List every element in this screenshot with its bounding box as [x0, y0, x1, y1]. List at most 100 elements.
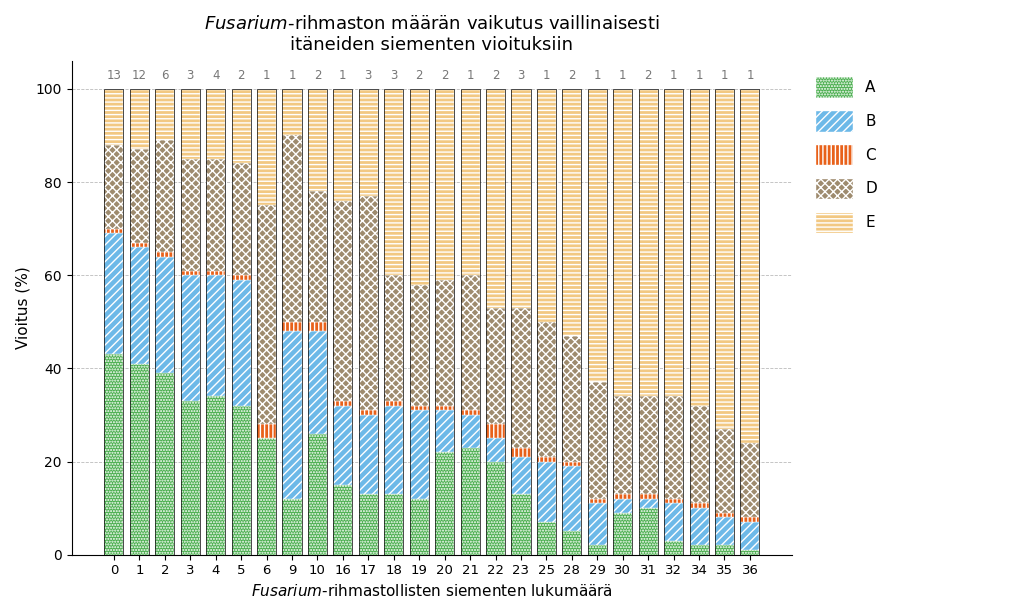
Bar: [690, 545, 709, 554]
Bar: [359, 410, 377, 415]
Bar: [435, 410, 454, 453]
Legend: A, B, C, D, E: A, B, C, D, E: [807, 69, 885, 241]
Bar: [435, 280, 454, 406]
Bar: [563, 466, 581, 532]
Text: 2: 2: [441, 69, 448, 82]
Bar: [409, 499, 429, 554]
Bar: [664, 503, 683, 541]
Bar: [282, 136, 302, 322]
Bar: [460, 89, 480, 554]
Bar: [664, 89, 683, 554]
Bar: [588, 545, 607, 554]
Bar: [563, 89, 581, 554]
Bar: [155, 257, 174, 373]
Bar: [435, 89, 454, 554]
Bar: [155, 373, 174, 554]
Bar: [638, 499, 658, 508]
Bar: [409, 284, 429, 406]
Bar: [155, 89, 174, 140]
Bar: [409, 89, 429, 284]
Bar: [257, 438, 276, 554]
Text: 1: 1: [721, 69, 728, 82]
Text: 1: 1: [340, 69, 347, 82]
Bar: [282, 499, 302, 554]
Bar: [181, 89, 199, 554]
Bar: [130, 243, 149, 247]
Text: 12: 12: [132, 69, 147, 82]
Bar: [231, 406, 251, 554]
Bar: [231, 275, 251, 280]
Bar: [690, 503, 709, 508]
Bar: [486, 462, 505, 554]
Bar: [181, 401, 199, 554]
Bar: [486, 424, 505, 438]
Bar: [435, 453, 454, 554]
Bar: [308, 331, 327, 433]
Text: 6: 6: [161, 69, 169, 82]
Text: 2: 2: [644, 69, 652, 82]
Bar: [435, 89, 454, 280]
Bar: [409, 410, 429, 499]
Text: 2: 2: [492, 69, 499, 82]
Bar: [690, 89, 709, 406]
Bar: [130, 363, 149, 554]
Bar: [104, 145, 124, 228]
Bar: [715, 545, 735, 554]
Bar: [257, 424, 276, 438]
Bar: [282, 89, 302, 554]
Bar: [741, 89, 759, 443]
Text: 2: 2: [314, 69, 321, 82]
Bar: [207, 271, 225, 275]
Text: 2: 2: [237, 69, 244, 82]
Bar: [181, 275, 199, 401]
Text: 3: 3: [390, 69, 398, 82]
Bar: [181, 159, 199, 271]
Bar: [512, 494, 531, 554]
Bar: [512, 89, 531, 308]
Bar: [104, 228, 124, 233]
X-axis label: $\it{Fusarium}$-rihmastollisten siementen lukumäärä: $\it{Fusarium}$-rihmastollisten siemente…: [251, 583, 613, 599]
Bar: [741, 518, 759, 522]
Bar: [385, 89, 403, 554]
Bar: [435, 406, 454, 410]
Text: 2: 2: [568, 69, 576, 82]
Bar: [104, 89, 124, 145]
Bar: [207, 396, 225, 554]
Bar: [588, 89, 607, 554]
Text: 1: 1: [746, 69, 754, 82]
Bar: [741, 550, 759, 554]
Bar: [130, 247, 149, 363]
Bar: [257, 205, 276, 424]
Text: 1: 1: [619, 69, 626, 82]
Bar: [385, 494, 403, 554]
Text: 3: 3: [364, 69, 372, 82]
Bar: [333, 89, 353, 554]
Bar: [460, 448, 480, 554]
Bar: [537, 322, 555, 457]
Bar: [537, 462, 555, 522]
Bar: [512, 89, 531, 554]
Bar: [460, 89, 480, 275]
Bar: [563, 336, 581, 462]
Text: 3: 3: [518, 69, 525, 82]
Bar: [537, 89, 555, 322]
Bar: [537, 522, 555, 554]
Bar: [664, 89, 683, 396]
Bar: [512, 457, 531, 494]
Bar: [613, 494, 632, 499]
Bar: [385, 401, 403, 406]
Bar: [460, 415, 480, 448]
Bar: [385, 89, 403, 275]
Text: 1: 1: [593, 69, 602, 82]
Bar: [282, 331, 302, 499]
Bar: [333, 485, 353, 554]
Bar: [715, 429, 735, 513]
Bar: [638, 89, 658, 396]
Text: 2: 2: [415, 69, 422, 82]
Bar: [588, 503, 607, 545]
Bar: [308, 192, 327, 322]
Bar: [664, 499, 683, 503]
Bar: [460, 275, 480, 410]
Bar: [741, 443, 759, 518]
Bar: [359, 415, 377, 494]
